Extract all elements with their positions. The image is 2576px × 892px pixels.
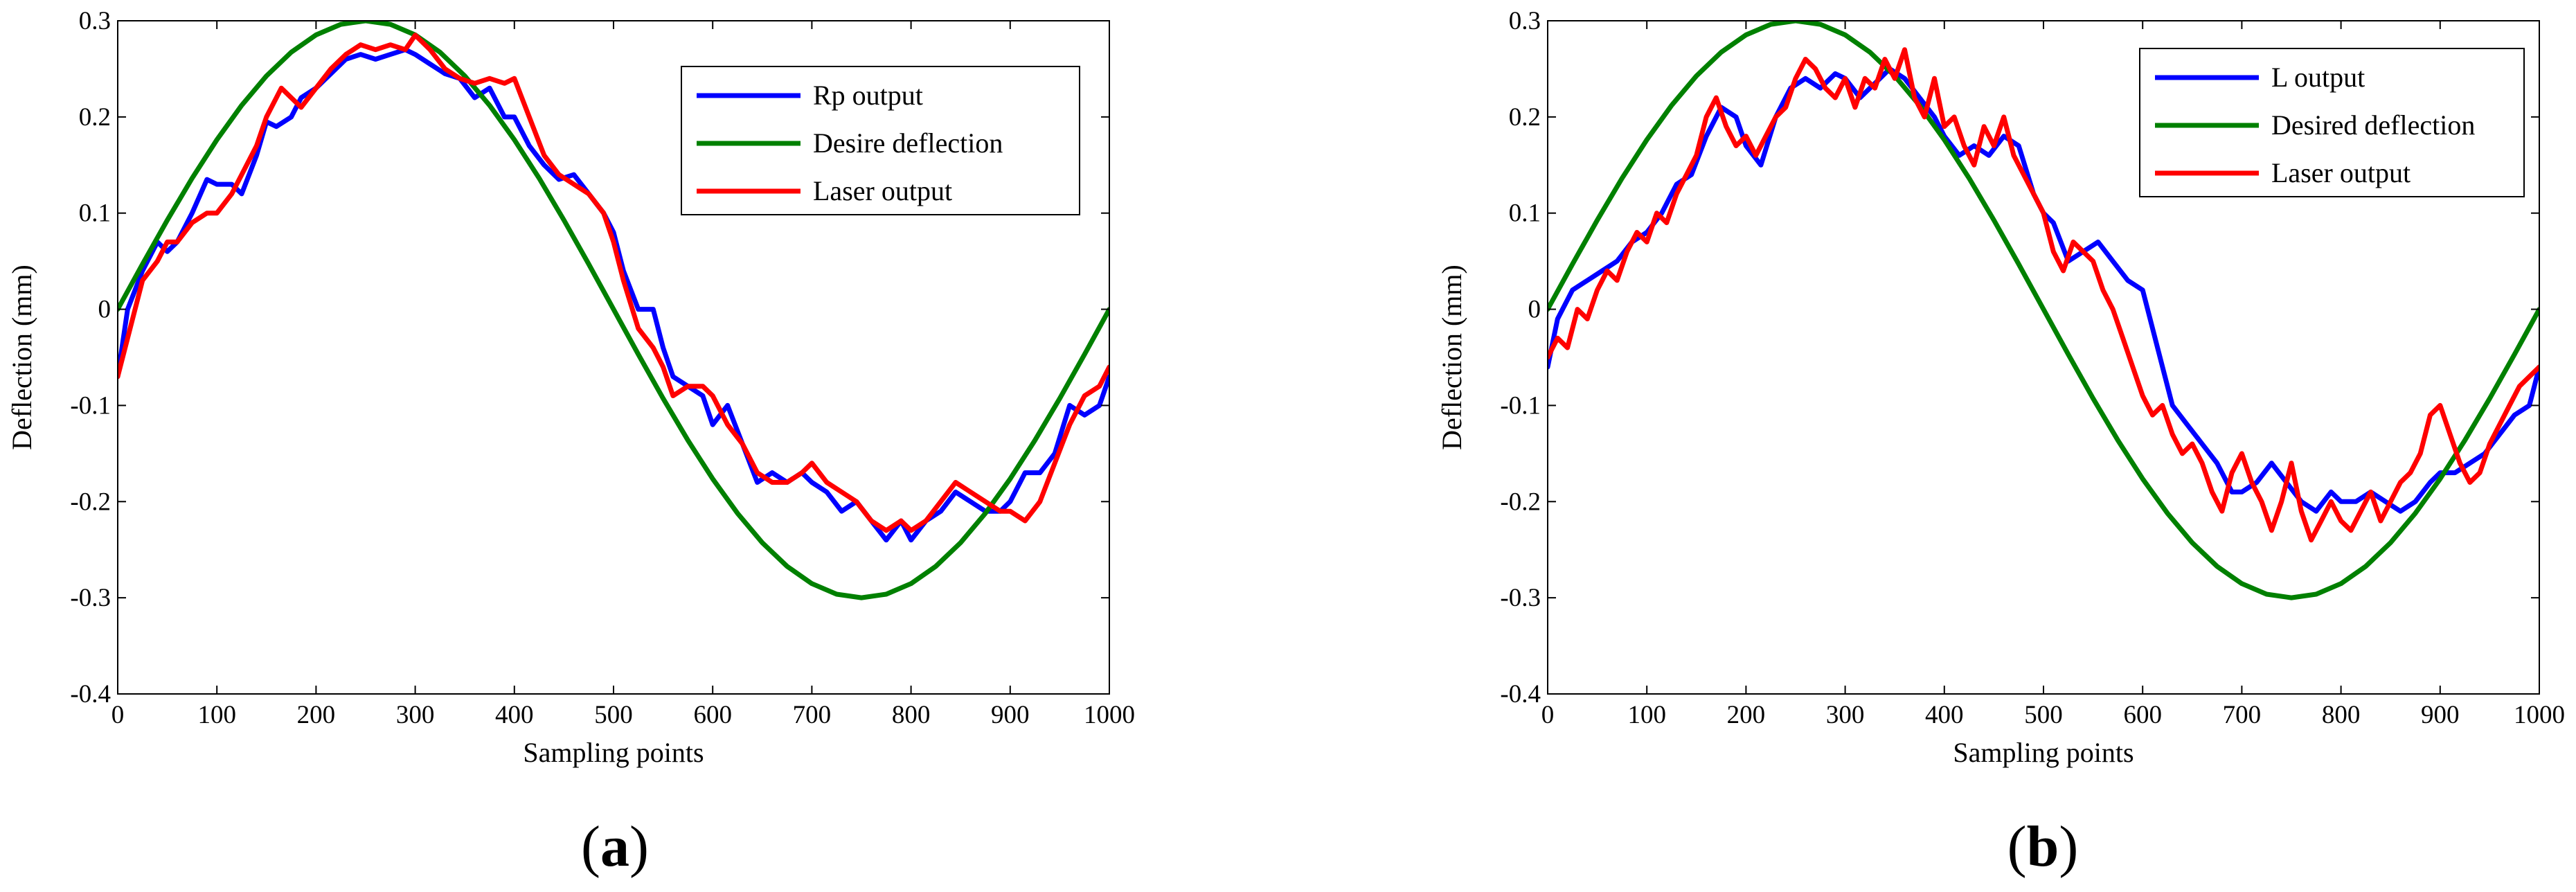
y-axis-title: Deflection (mm) [6, 265, 37, 450]
x-tick-label: 500 [594, 701, 633, 729]
legend: L output Desired deflection Laser output [2139, 48, 2525, 197]
panel-caption: (b) [2007, 814, 2079, 879]
legend-label-desire-deflection: Desire deflection [813, 127, 1003, 159]
chart-a: 0 100 200 300 400 500 600 700 800 900 1000 -0.4 -0.3… [6, 7, 1135, 879]
y-tick-label: -0.2 [70, 488, 111, 516]
caption-letter: a [600, 814, 629, 879]
legend-label-l-output: L output [2271, 62, 2365, 93]
x-tick-label: 0 [1541, 701, 1555, 729]
caption-close-paren: ) [629, 814, 649, 879]
series-group [1548, 21, 2539, 600]
y-tick-label: 0.3 [1509, 7, 1541, 35]
legend: Rp output Desire deflection Laser output [681, 66, 1080, 215]
series-line-laser-output [118, 33, 1109, 533]
y-tick-label: -0.2 [1500, 488, 1541, 516]
y-tick-label: 0 [1528, 296, 1541, 324]
x-tick-label: 100 [197, 701, 236, 729]
x-axis-title: Sampling points [523, 737, 704, 768]
caption-open-paren: ( [581, 814, 600, 879]
x-tick-label: 400 [495, 701, 534, 729]
x-tick-label: 400 [1925, 701, 1964, 729]
x-tick-label: 500 [2024, 701, 2063, 729]
y-tick-label: 0.1 [1509, 199, 1541, 228]
panel-caption: (a) [581, 814, 649, 879]
caption-close-paren: ) [2059, 814, 2078, 879]
caption-open-paren: ( [2007, 814, 2027, 879]
x-tick-label: 200 [297, 701, 336, 729]
x-tick-label: 900 [991, 701, 1030, 729]
legend-label-laser-output: Laser output [2271, 157, 2410, 188]
y-tick-label: 0.2 [1509, 103, 1541, 132]
x-tick-label: 200 [1727, 701, 1766, 729]
y-tick-label: -0.4 [1500, 680, 1541, 708]
x-tick-label: 0 [111, 701, 125, 729]
x-tick-label: 600 [2123, 701, 2162, 729]
y-tick-label: 0 [98, 296, 111, 324]
x-tick-label: 1000 [2514, 701, 2565, 729]
series-line-desired-deflection [1548, 21, 2539, 600]
legend-label-desired-deflection: Desired deflection [2271, 109, 2475, 141]
x-tick-label: 300 [1826, 701, 1865, 729]
x-tick-label: 800 [892, 701, 931, 729]
y-tick-label: 0.3 [79, 7, 111, 35]
y-tick-label: 0.1 [79, 199, 111, 228]
x-tick-label: 1000 [1084, 701, 1135, 729]
y-tick-label: -0.3 [70, 584, 111, 612]
series-line-desire-deflection [118, 21, 1109, 600]
x-tick-label: 900 [2421, 701, 2460, 729]
y-tick-label: -0.1 [70, 391, 111, 420]
caption-letter: b [2027, 814, 2059, 879]
y-tick-label: -0.4 [70, 680, 111, 708]
x-tick-label: 700 [2223, 701, 2262, 729]
x-axis-title: Sampling points [1953, 737, 2134, 768]
legend-label-laser-output: Laser output [813, 175, 952, 206]
x-tick-label: 700 [793, 701, 832, 729]
series-group [118, 21, 1109, 600]
x-tick-label: 300 [396, 701, 435, 729]
y-tick-label: 0.2 [79, 103, 111, 132]
y-tick-label: -0.1 [1500, 391, 1541, 420]
chart-b: 0 100 200 300 400 500 600 700 800 900 1000 -0.4 -0.3… [1436, 7, 2565, 879]
series-line-laser-output [1548, 47, 2539, 543]
y-axis-title: Deflection (mm) [1436, 265, 1467, 450]
y-tick-label: -0.3 [1500, 584, 1541, 612]
legend-label-rp-output: Rp output [813, 80, 923, 111]
x-tick-label: 600 [693, 701, 732, 729]
x-tick-label: 100 [1627, 701, 1666, 729]
x-tick-label: 800 [2322, 701, 2361, 729]
